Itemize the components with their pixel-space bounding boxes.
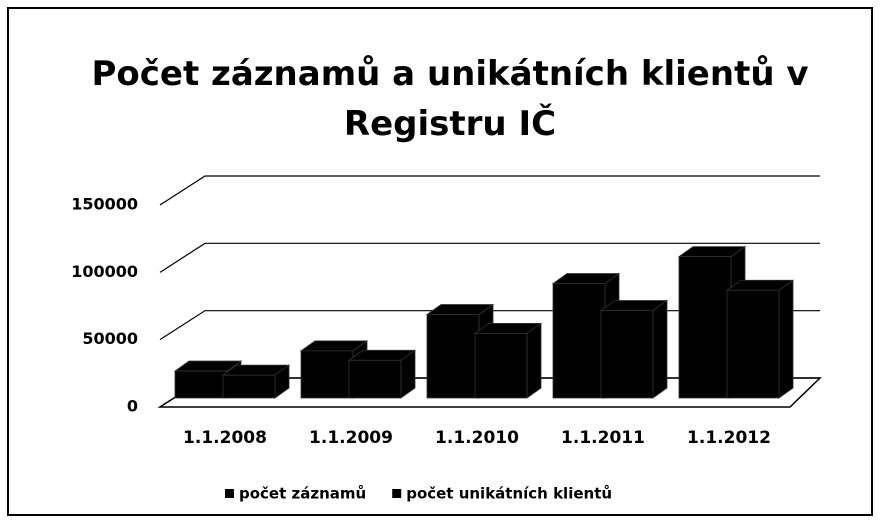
- legend-swatch: [225, 489, 234, 498]
- x-tick-label: 1.1.2010: [435, 428, 519, 448]
- grid-line: [159, 175, 820, 206]
- x-tick-label: 1.1.2009: [309, 428, 393, 448]
- bar: [599, 299, 669, 399]
- y-tick-label: 150000: [71, 195, 138, 214]
- bar: [473, 322, 543, 399]
- legend-label: počet unikátních klientů: [406, 485, 612, 503]
- x-tick-label: 1.1.2011: [561, 428, 645, 448]
- bar: [725, 279, 795, 399]
- y-tick-label: 50000: [82, 329, 138, 348]
- x-tick-label: 1.1.2012: [687, 428, 771, 448]
- chart-title: Počet záznamů a unikátních klientů v Regi…: [91, 54, 808, 144]
- bar: [347, 349, 417, 399]
- y-tick-label: 100000: [71, 262, 138, 281]
- legend-swatch: [392, 489, 402, 498]
- grid-line: [159, 242, 820, 273]
- legend-label: počet záznamů: [239, 485, 366, 503]
- bar: [221, 364, 291, 399]
- y-tick-label: 0: [127, 397, 138, 416]
- x-tick-label: 1.1.2008: [183, 428, 267, 448]
